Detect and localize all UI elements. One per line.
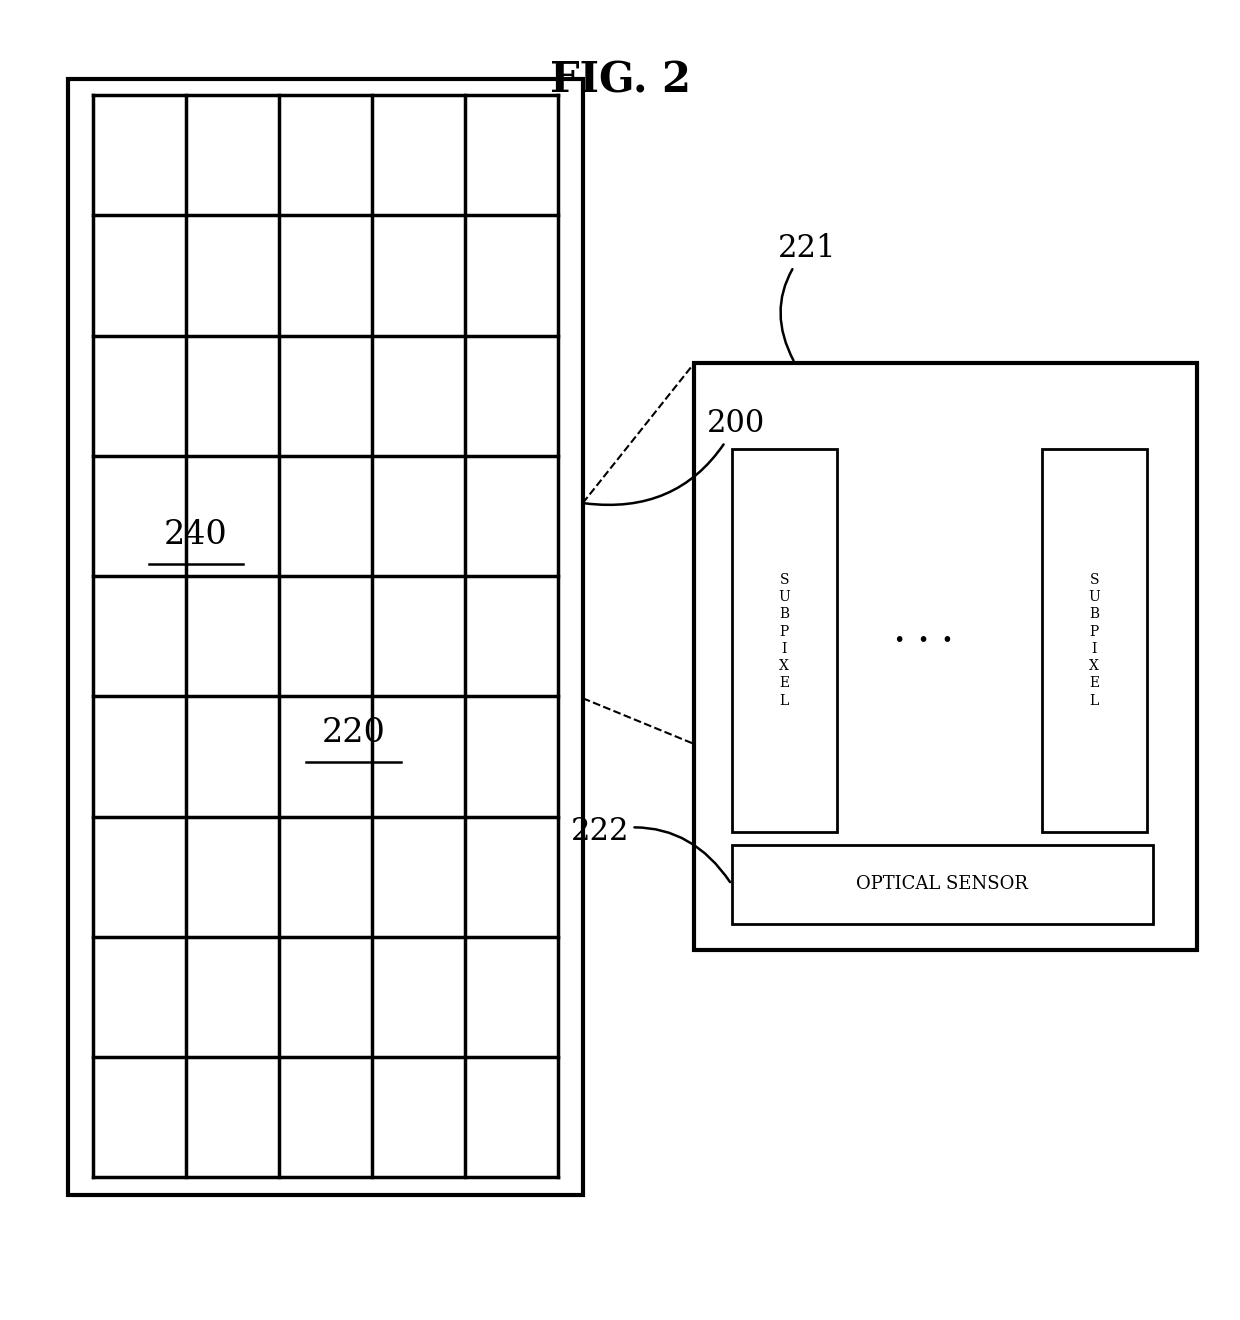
Text: 221: 221 — [777, 234, 837, 360]
Text: 240: 240 — [164, 519, 228, 550]
Text: 200: 200 — [585, 408, 765, 504]
Text: 222: 222 — [570, 816, 730, 882]
Text: 220: 220 — [321, 717, 386, 748]
Text: S
U
B
P
I
X
E
L: S U B P I X E L — [779, 573, 790, 708]
Bar — [1042, 449, 1147, 832]
Text: S
U
B
P
I
X
E
L: S U B P I X E L — [1089, 573, 1100, 708]
Text: •  •  •: • • • — [894, 631, 954, 649]
Bar — [732, 449, 837, 832]
Bar — [694, 363, 1197, 950]
Text: FIG. 2: FIG. 2 — [549, 59, 691, 102]
Bar — [68, 79, 583, 1195]
Bar — [732, 845, 1153, 924]
Text: OPTICAL SENSOR: OPTICAL SENSOR — [857, 875, 1028, 894]
